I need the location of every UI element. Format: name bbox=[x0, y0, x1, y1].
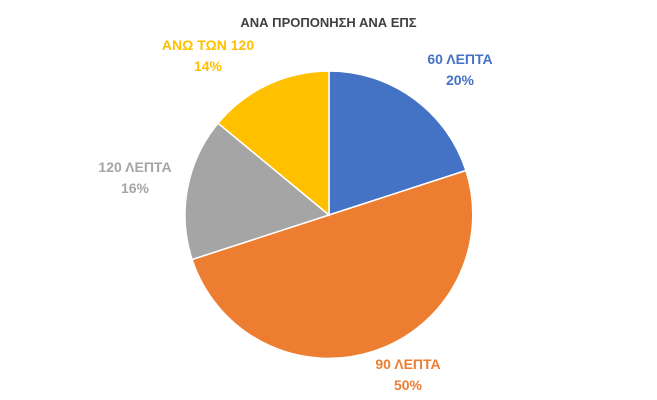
slice-category-label: ΑΝΩ ΤΩΝ 120 bbox=[162, 37, 254, 53]
slice-label-1: 60 ΛΕΠΤΑ 20% bbox=[427, 51, 492, 88]
slice-value-label: 50% bbox=[394, 377, 423, 393]
pie-slice-2 bbox=[191, 169, 474, 360]
slice-value-label: 14% bbox=[194, 58, 223, 74]
slice-label-3: 120 ΛΕΠΤΑ 16% bbox=[98, 159, 171, 196]
slice-category-label: 90 ΛΕΠΤΑ bbox=[375, 356, 440, 372]
pie-slice-3 bbox=[184, 122, 331, 261]
slice-value-label: 16% bbox=[121, 180, 150, 196]
pie-labels: 60 ΛΕΠΤΑ 20% 90 ΛΕΠΤΑ 50% 120 ΛΕΠΤΑ 16% ΑΝΩ ΤΩ… bbox=[98, 37, 492, 393]
pie-slices bbox=[184, 70, 474, 360]
slice-category-label: 120 ΛΕΠΤΑ bbox=[98, 159, 171, 175]
slice-value-label: 20% bbox=[446, 72, 475, 88]
chart-title: ΑΝΑ ΠΡΟΠΟΝΗΣΗ ΑΝΑ ΕΠΣ bbox=[240, 15, 416, 30]
slice-label-2: 90 ΛΕΠΤΑ 50% bbox=[375, 356, 440, 393]
slice-label-4: ΑΝΩ ΤΩΝ 120 14% bbox=[162, 37, 254, 74]
pie-slice-1 bbox=[328, 70, 467, 217]
pie-slice-4 bbox=[216, 70, 330, 217]
slice-category-label: 60 ΛΕΠΤΑ bbox=[427, 51, 492, 67]
